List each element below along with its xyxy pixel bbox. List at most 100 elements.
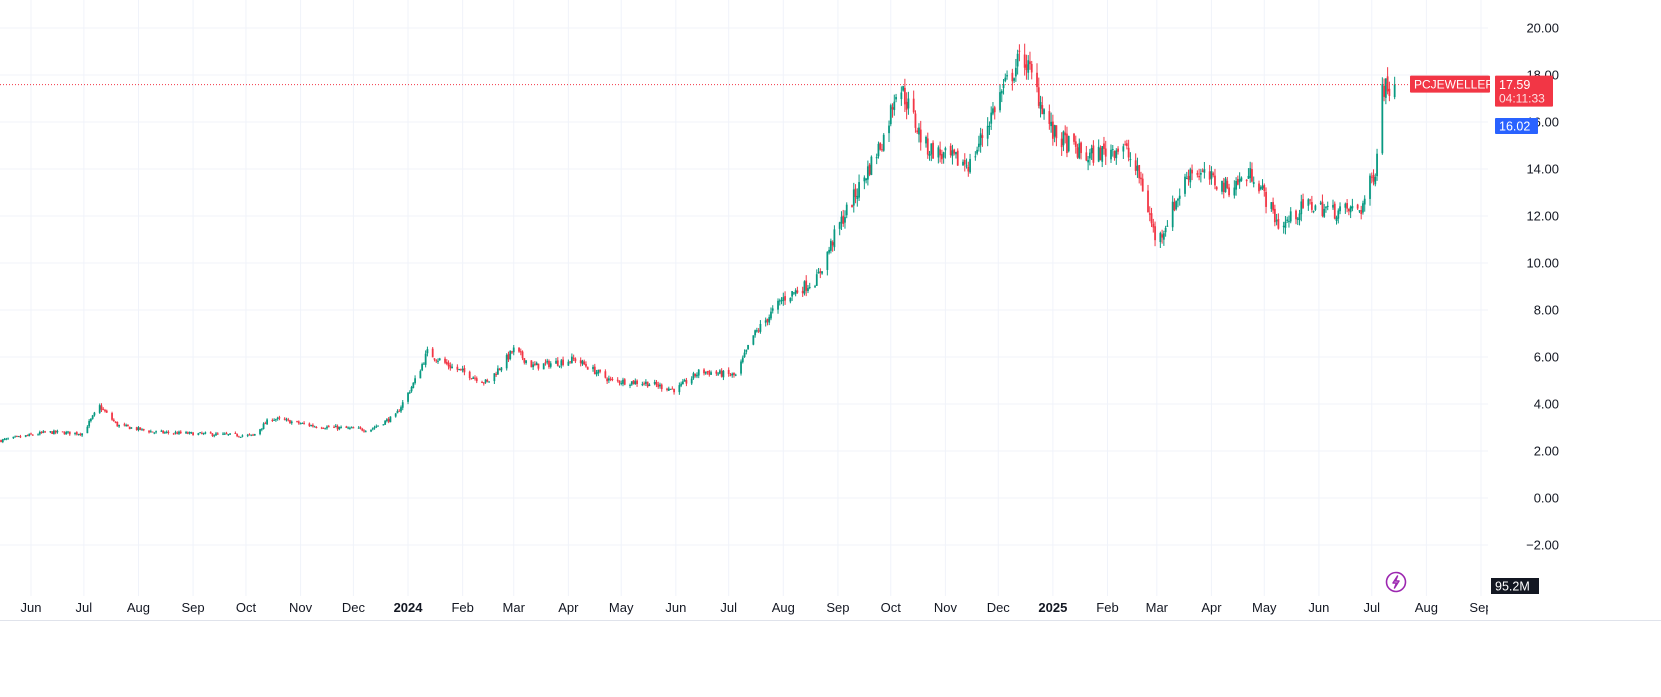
candle-body (729, 374, 732, 376)
candle-body (916, 130, 919, 133)
candle (24, 435, 27, 438)
candle-body (734, 374, 737, 376)
candle-body (999, 92, 1001, 111)
candle (213, 434, 216, 438)
candle-body (1164, 227, 1167, 233)
candle-body (766, 319, 769, 322)
candle-body (533, 363, 536, 365)
lightning-icon[interactable] (1385, 571, 1407, 593)
candle-body (276, 417, 279, 419)
candle-body (828, 249, 831, 253)
candle (1270, 201, 1273, 212)
candle (370, 429, 372, 433)
candle-body (1210, 171, 1213, 179)
candle-body (768, 317, 771, 323)
price-tick-label: 8.00 (1534, 303, 1559, 318)
candle-body (912, 98, 915, 113)
candle (1166, 220, 1169, 227)
candle (67, 430, 69, 434)
candle-body (574, 358, 577, 362)
candle-body (597, 369, 600, 374)
candle (1018, 44, 1021, 62)
candle-body (842, 215, 845, 224)
candle-body (1029, 61, 1031, 65)
candle-body (1249, 168, 1252, 179)
candle-body (1251, 169, 1253, 182)
candle-body (815, 274, 818, 286)
candle-body (19, 436, 22, 438)
candle (241, 434, 244, 438)
candle (889, 103, 892, 127)
candle (648, 383, 651, 387)
candle-body (817, 272, 820, 274)
candle-body (223, 433, 226, 435)
candle (315, 426, 318, 429)
candle-body (1117, 148, 1119, 152)
candle-body (1258, 183, 1260, 192)
candle-body (1039, 101, 1042, 109)
candle (1247, 168, 1250, 179)
candle-body (347, 427, 350, 429)
candle (780, 297, 783, 305)
candle (868, 163, 871, 177)
candle (533, 361, 536, 367)
candle (542, 363, 545, 370)
candle-body (445, 361, 448, 364)
candle-body (334, 425, 337, 428)
candle (1177, 197, 1179, 208)
candle (905, 92, 908, 120)
candle (93, 411, 96, 417)
candle (1339, 202, 1341, 215)
candle (951, 144, 954, 165)
candle-body (1148, 213, 1151, 215)
candle-body (86, 426, 89, 434)
candle (1319, 200, 1322, 206)
candle (348, 426, 351, 430)
candle-body (1097, 146, 1100, 162)
candle (777, 298, 779, 314)
candle-body (1115, 150, 1118, 159)
candle-body (470, 378, 473, 380)
candle (172, 432, 175, 435)
candle (743, 349, 746, 358)
candle (128, 426, 131, 430)
candle (1006, 70, 1008, 80)
candle-body (164, 432, 166, 434)
candle-body (1383, 85, 1385, 97)
candle-body (297, 421, 300, 424)
candle-body (114, 421, 117, 423)
time-tick-label: Dec (987, 600, 1011, 615)
candle (1037, 77, 1040, 109)
candle (1307, 198, 1310, 211)
candle (1043, 108, 1045, 120)
time-axis[interactable]: Jun Jul Aug Sep Oct Nov Dec 2024 Feb Mar Apr May Jun… (21, 600, 1493, 615)
candle (680, 381, 683, 388)
candle-body (1314, 205, 1317, 210)
candle-body (914, 113, 917, 128)
candle-body (1062, 131, 1065, 146)
candle (1140, 171, 1142, 186)
candle-body (162, 430, 165, 434)
candle-body (1362, 203, 1364, 213)
candle-body (777, 300, 779, 310)
candle-body (200, 432, 203, 434)
candle-body (1259, 187, 1262, 190)
candle (1235, 177, 1238, 196)
time-tick-label: Jun (21, 600, 42, 615)
candle (1326, 201, 1329, 211)
candle (1184, 173, 1186, 197)
candle (271, 418, 274, 423)
candle-body (900, 92, 903, 100)
candle (44, 430, 46, 433)
candle-body (891, 107, 894, 110)
candle (902, 85, 905, 92)
candle (794, 288, 797, 297)
candle-body (1284, 221, 1287, 228)
candle (599, 369, 601, 374)
candle-body (5, 438, 8, 440)
candle-body (216, 433, 219, 435)
candle (572, 354, 575, 362)
candle (12, 436, 15, 439)
candle (1289, 207, 1292, 224)
